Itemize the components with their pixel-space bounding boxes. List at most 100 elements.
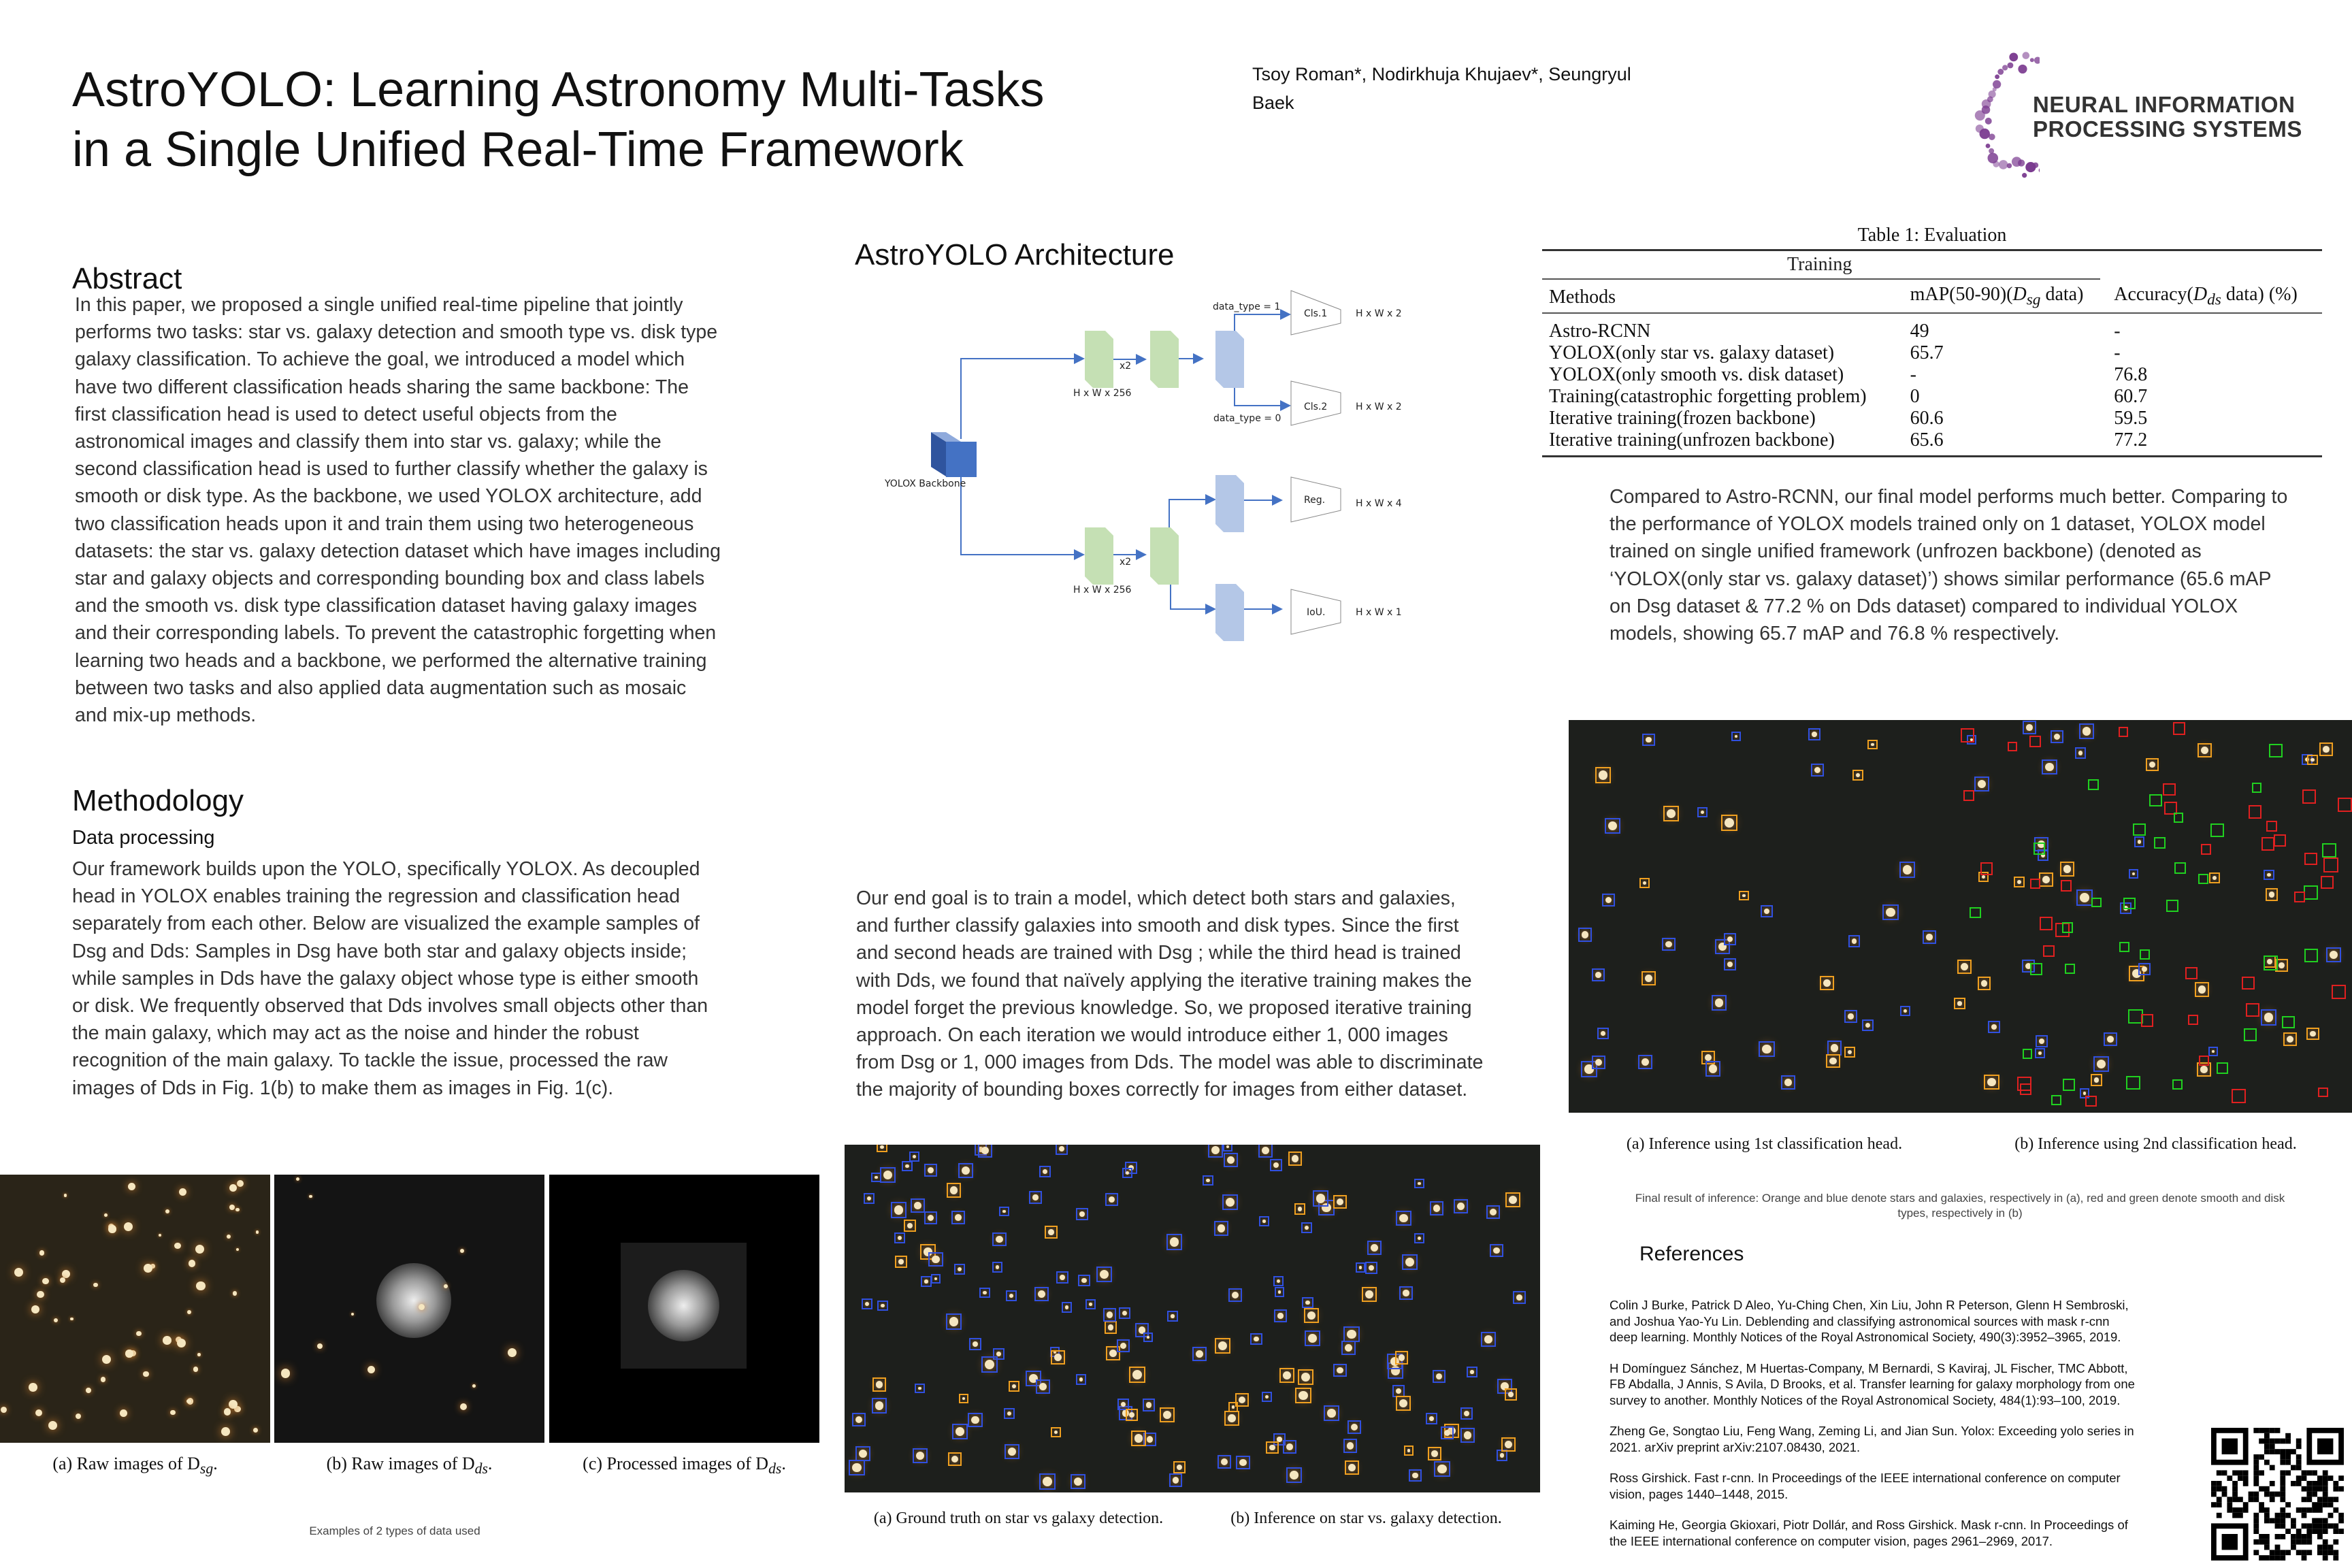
- sky-object: [912, 1154, 916, 1158]
- sky-object: [2093, 1077, 2099, 1083]
- sky-object: [1122, 1311, 1128, 1316]
- bounding-box: [2123, 897, 2136, 910]
- logo-dots-icon: [1974, 52, 2040, 178]
- bounding-box: [968, 1338, 981, 1351]
- bounding-box: [2172, 1079, 2183, 1090]
- sky-object: [459, 1403, 467, 1410]
- bounding-box: [1301, 1222, 1313, 1234]
- bounding-box: [992, 1232, 1007, 1247]
- sky-object: [1350, 1423, 1358, 1431]
- sky-object: [1405, 1257, 1414, 1267]
- sky-object: [1345, 1344, 1353, 1352]
- sky-object: [1277, 1290, 1281, 1294]
- bounding-box: [2249, 805, 2262, 819]
- table-cell: 60.6: [1910, 408, 1944, 429]
- sky-object: [928, 1215, 934, 1222]
- bounding-box: [1505, 1192, 1521, 1207]
- bounding-box: [877, 1300, 888, 1311]
- bounding-box: [1192, 1346, 1207, 1361]
- sky-object: [1484, 1335, 1492, 1343]
- sky-object: [163, 1336, 172, 1345]
- bounding-box: [1105, 1346, 1120, 1361]
- bounding-box: [2174, 862, 2186, 874]
- sky-object: [1146, 1335, 1150, 1339]
- sky-object: [1470, 1370, 1474, 1374]
- bounding-box: [2282, 1015, 2295, 1029]
- bounding-box: [1344, 1460, 1359, 1475]
- bounding-box: [1434, 1460, 1450, 1477]
- sky-object: [1500, 1382, 1509, 1391]
- bounding-box: [1051, 1427, 1062, 1438]
- sky-object: [1079, 1377, 1083, 1382]
- sky-object: [2042, 876, 2051, 883]
- sky-object: [1054, 1431, 1058, 1435]
- bounding-box: [2033, 843, 2046, 855]
- sky-object: [2287, 1036, 2294, 1043]
- sky-object: [1926, 934, 1933, 941]
- sky-object: [1108, 1196, 1115, 1203]
- sky-object: [232, 1291, 238, 1296]
- bounding-box: [2283, 1032, 2298, 1047]
- bounding-box: [1279, 1368, 1294, 1383]
- sky-object: [2278, 962, 2285, 968]
- bounding-box: [1297, 1369, 1313, 1385]
- col-map: mAP(50-90)(Dsg data): [1910, 284, 2084, 309]
- sky-object: [1139, 1326, 1146, 1334]
- sky-object: [866, 1196, 871, 1200]
- sky-object: [1784, 1079, 1792, 1086]
- sky-object: [1433, 1205, 1441, 1213]
- table-cell: -: [2114, 342, 2121, 363]
- sky-object: [1960, 962, 1969, 970]
- sky-object: [1220, 1458, 1228, 1465]
- sky-object: [1981, 875, 1985, 879]
- sky-object: [1665, 941, 1672, 948]
- qr-code[interactable]: [2211, 1428, 2344, 1561]
- sky-object: [924, 1279, 928, 1284]
- sky-object: [1608, 821, 1617, 831]
- sky-object: [1980, 979, 1988, 987]
- bounding-box: [1852, 770, 1864, 781]
- bounding-box: [1724, 933, 1737, 945]
- sky-object: [1600, 1030, 1605, 1036]
- sky-object: [255, 1230, 259, 1235]
- sky-object: [1902, 865, 1912, 875]
- bounding-box: [1130, 1431, 1146, 1446]
- bounding-box: [1978, 871, 1989, 882]
- bounding-box: [2029, 736, 2042, 748]
- bounding-box: [1341, 1341, 1356, 1356]
- bounding-box: [1343, 1326, 1360, 1343]
- sky-object: [1007, 1411, 1011, 1416]
- bounding-box: [2030, 963, 2043, 976]
- bounding-box: [1056, 1145, 1068, 1156]
- bounding-box: [2275, 958, 2289, 972]
- backbone-block: [931, 432, 977, 477]
- sky-object: [1516, 1294, 1522, 1301]
- sky-object: [1172, 1476, 1179, 1484]
- sky-object: [2266, 958, 2272, 964]
- sky-object: [1848, 1050, 1852, 1055]
- bounding-box: [1739, 891, 1749, 901]
- sky-object: [924, 1247, 932, 1256]
- sky-object: [280, 1368, 291, 1378]
- sky-object: [977, 1147, 983, 1153]
- bounding-box: [1977, 976, 1991, 990]
- bounding-box: [1312, 1190, 1329, 1207]
- table-cell: 65.6: [1910, 429, 1944, 451]
- bounding-box: [1641, 970, 1656, 986]
- sky-object: [1700, 810, 1705, 814]
- bounding-box: [2172, 722, 2186, 736]
- sky-object: [1195, 1350, 1204, 1358]
- table-cell: Iterative training(frozen backbone): [1549, 408, 1816, 429]
- sky-object: [1043, 1477, 1052, 1487]
- sky-object: [1059, 1146, 1065, 1152]
- sky-object: [125, 1350, 133, 1358]
- bounding-box: [1759, 1041, 1775, 1058]
- bounding-box: [1003, 1408, 1015, 1420]
- bounding-box: [2118, 727, 2129, 737]
- bounding-box: [1395, 1395, 1411, 1411]
- sky-object: [864, 1301, 869, 1306]
- abstract-heading: Abstract: [72, 262, 182, 295]
- bounding-box: [1235, 1393, 1250, 1407]
- table-cell: 49: [1910, 321, 1929, 342]
- sky-object: [2097, 1059, 2106, 1068]
